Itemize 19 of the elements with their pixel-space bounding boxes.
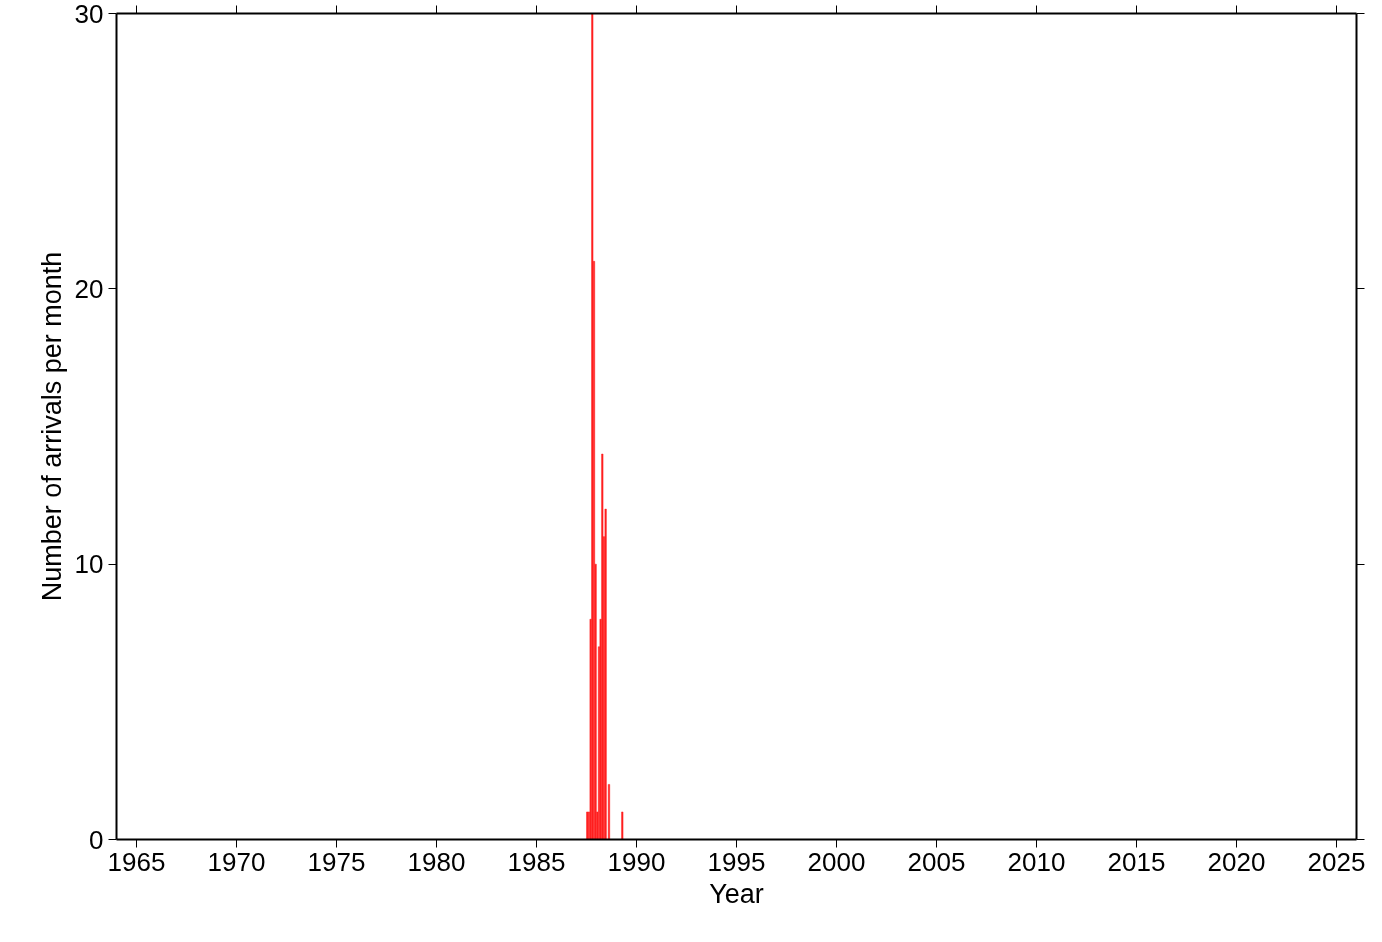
y-tick-label: 30 [74, 0, 104, 29]
x-tick-label: 1995 [707, 846, 766, 877]
x-tick-label: 2010 [1007, 846, 1066, 877]
y-axis-title: Number of arrivals per month [36, 251, 67, 602]
x-tick-label: 2000 [807, 846, 866, 877]
x-tick-label: 1975 [307, 846, 366, 877]
x-tick-label: 1980 [407, 846, 466, 877]
x-tick-label: 2020 [1207, 846, 1266, 877]
x-tick-label: 1965 [107, 846, 166, 877]
x-tick-label: 2025 [1307, 846, 1366, 877]
y-tick-label: 20 [74, 273, 104, 304]
x-axis-title: Year [709, 878, 764, 909]
x-tick-label: 2015 [1107, 846, 1166, 877]
x-tick-label: 2005 [907, 846, 966, 877]
x-tick-label: 1970 [207, 846, 266, 877]
x-tick-label: 1985 [507, 846, 566, 877]
y-tick-label: 0 [89, 824, 104, 855]
y-tick-label: 10 [74, 549, 104, 580]
x-tick-label: 1990 [607, 846, 666, 877]
